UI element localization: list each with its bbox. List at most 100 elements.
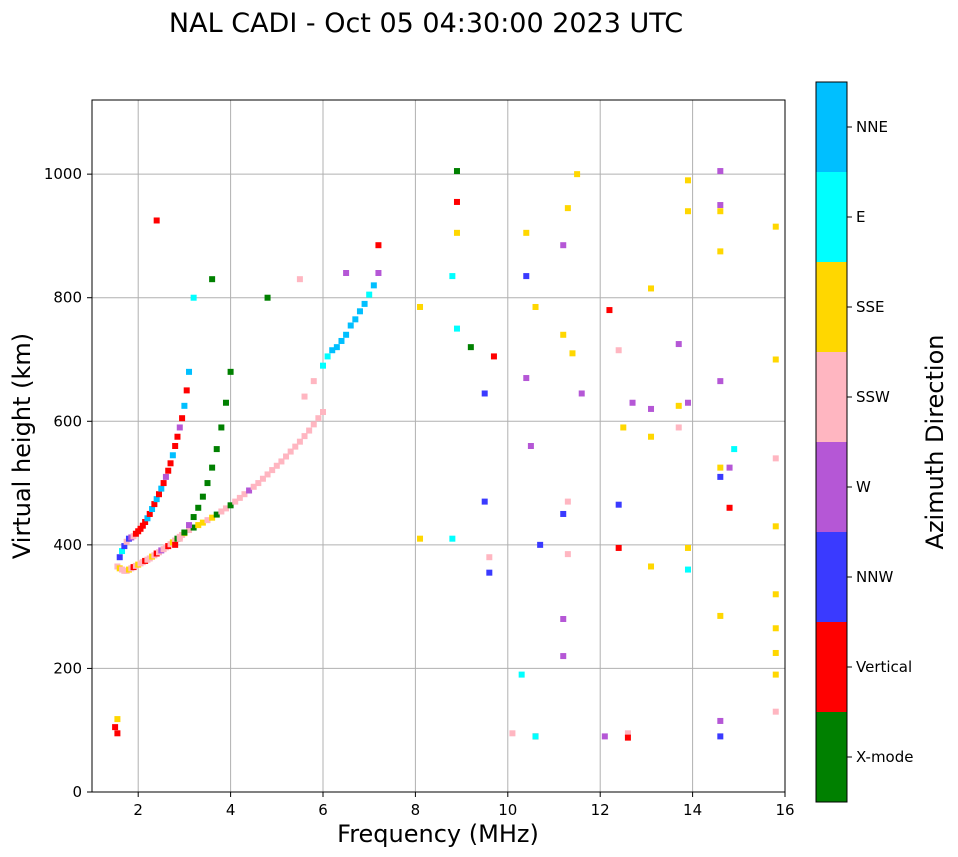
- scattered-echo-mark: [717, 717, 724, 724]
- x-tick-label: 8: [411, 801, 421, 819]
- scattered-echo-mark: [629, 399, 636, 406]
- echo-mark: [292, 443, 299, 450]
- echo-mark: [259, 475, 266, 482]
- echo-mark: [361, 300, 368, 307]
- scattered-echo-mark: [523, 375, 530, 382]
- colorbar-tick-label: SSE: [856, 298, 885, 316]
- scattered-echo-mark: [532, 733, 539, 740]
- colorbar-swatch: [816, 262, 847, 352]
- colorbar-tick-label: E: [856, 208, 865, 226]
- scattered-echo-mark: [731, 446, 738, 453]
- x-tick-label: 10: [498, 801, 517, 819]
- echo-mark: [301, 433, 308, 440]
- scattered-echo-mark: [560, 242, 567, 249]
- grid-lines: [92, 100, 786, 793]
- y-tick-label: 0: [72, 783, 82, 801]
- echo-mark: [338, 337, 345, 344]
- echo-mark: [195, 504, 202, 511]
- echo-mark: [186, 527, 193, 534]
- echo-mark: [144, 515, 151, 522]
- scattered-echo-mark: [518, 671, 525, 678]
- echo-mark: [199, 519, 206, 526]
- scattered-echo-mark: [717, 473, 724, 480]
- data-marks: [112, 168, 779, 741]
- scattered-echo-mark: [523, 229, 530, 236]
- echo-mark: [204, 480, 211, 487]
- colorbar-swatch: [816, 442, 847, 532]
- echo-mark: [121, 543, 128, 550]
- echo-mark: [153, 496, 160, 503]
- colorbar-tick-label: NNE: [856, 118, 888, 136]
- echo-mark: [172, 443, 179, 449]
- scattered-echo-mark: [490, 353, 497, 360]
- echo-mark: [186, 368, 193, 375]
- echo-mark: [190, 524, 197, 531]
- colorbar-label: Azimuth Direction: [921, 335, 949, 550]
- scattered-echo-mark: [772, 649, 779, 656]
- colorbar-tick-label: X-mode: [856, 748, 913, 766]
- echo-mark: [162, 473, 169, 480]
- echo-mark: [287, 448, 294, 455]
- echo-mark: [278, 458, 285, 465]
- echo-mark: [352, 316, 359, 323]
- echo-mark: [269, 467, 276, 474]
- colorbar-swatch: [816, 82, 847, 172]
- scattered-echo-mark: [296, 276, 303, 283]
- scattered-echo-mark: [717, 248, 724, 255]
- x-tick-label: 6: [318, 801, 328, 819]
- scattered-echo-mark: [620, 424, 627, 431]
- echo-mark: [343, 331, 350, 338]
- echo-mark: [329, 347, 336, 354]
- plot-background: [92, 100, 785, 792]
- scattered-echo-mark: [564, 498, 571, 505]
- echo-mark: [204, 517, 211, 524]
- scattered-echo-mark: [675, 341, 682, 348]
- echo-mark: [209, 514, 216, 521]
- echo-mark: [370, 282, 377, 289]
- echo-mark: [213, 511, 220, 518]
- scattered-echo-mark: [537, 541, 544, 548]
- y-tick-label: 600: [53, 412, 82, 430]
- scattered-echo-mark: [772, 671, 779, 678]
- echo-mark: [306, 427, 313, 434]
- scattered-echo-mark: [684, 566, 691, 573]
- echo-mark: [227, 368, 234, 375]
- echo-mark: [181, 529, 188, 536]
- scattered-echo-mark: [648, 405, 655, 412]
- scattered-echo-mark: [726, 464, 733, 471]
- echo-mark: [167, 460, 174, 467]
- scattered-echo-mark: [578, 390, 585, 397]
- echo-mark: [222, 399, 229, 406]
- echo-mark: [213, 446, 220, 453]
- colorbar-swatch: [816, 352, 847, 442]
- scattered-echo-mark: [532, 303, 539, 310]
- echo-mark: [333, 344, 340, 351]
- echo-mark: [176, 424, 183, 431]
- scattered-echo-mark: [684, 544, 691, 551]
- scattered-echo-mark: [453, 198, 460, 205]
- scattered-echo-mark: [675, 424, 682, 431]
- colorbar-swatch: [816, 712, 847, 802]
- scattered-echo-mark: [486, 554, 493, 561]
- echo-mark: [116, 554, 123, 561]
- colorbar-swatch: [816, 172, 847, 262]
- echo-mark: [158, 485, 165, 492]
- echo-mark: [273, 462, 280, 469]
- x-tick-label: 4: [226, 801, 236, 819]
- scattered-echo-mark: [717, 378, 724, 385]
- echo-mark: [190, 514, 197, 521]
- scattered-echo-mark: [772, 591, 779, 598]
- scattered-echo-mark: [190, 294, 197, 301]
- scattered-echo-mark: [615, 544, 622, 551]
- scattered-echo-mark: [772, 356, 779, 363]
- colorbar-swatch: [816, 622, 847, 712]
- plot-frame: [91, 99, 786, 793]
- echo-mark: [155, 491, 162, 498]
- echo-mark: [310, 421, 317, 428]
- echo-mark: [172, 541, 179, 548]
- y-tick-label: 800: [53, 289, 82, 307]
- echo-mark: [324, 353, 331, 360]
- echo-mark: [151, 501, 158, 508]
- scattered-echo-mark: [449, 535, 456, 542]
- scattered-echo-mark: [449, 273, 456, 280]
